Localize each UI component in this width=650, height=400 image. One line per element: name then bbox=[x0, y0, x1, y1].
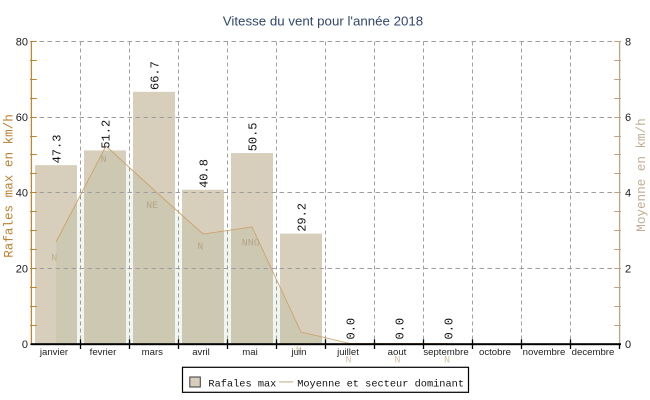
svg-text:0.0: 0.0 bbox=[345, 318, 359, 340]
svg-text:0.0: 0.0 bbox=[443, 318, 457, 340]
svg-text:N: N bbox=[345, 356, 351, 367]
svg-text:2: 2 bbox=[625, 263, 631, 275]
svg-text:N: N bbox=[444, 356, 450, 367]
svg-text:Rafales max: Rafales max bbox=[208, 379, 276, 391]
svg-text:29.2: 29.2 bbox=[296, 203, 310, 232]
svg-text:NNO: NNO bbox=[242, 238, 260, 249]
svg-text:Moyenne et secteur dominant: Moyenne et secteur dominant bbox=[297, 379, 464, 391]
svg-text:66.7: 66.7 bbox=[149, 61, 163, 90]
svg-text:50.5: 50.5 bbox=[247, 122, 261, 151]
svg-text:0: 0 bbox=[625, 339, 631, 351]
svg-text:N: N bbox=[296, 346, 302, 357]
svg-text:mars: mars bbox=[142, 347, 164, 358]
svg-text:6: 6 bbox=[625, 112, 631, 124]
svg-text:N: N bbox=[197, 242, 203, 253]
svg-text:novembre: novembre bbox=[523, 347, 566, 358]
svg-text:mai: mai bbox=[242, 347, 257, 358]
svg-text:N: N bbox=[101, 155, 107, 166]
svg-text:80: 80 bbox=[16, 37, 28, 49]
svg-text:51.2: 51.2 bbox=[100, 120, 114, 149]
svg-text:40: 40 bbox=[16, 188, 28, 200]
svg-text:47.3: 47.3 bbox=[51, 135, 65, 164]
svg-text:N: N bbox=[394, 356, 400, 367]
svg-text:NE: NE bbox=[146, 201, 158, 212]
svg-text:4: 4 bbox=[625, 188, 631, 200]
svg-text:Vitesse du vent pour l'année 2: Vitesse du vent pour l'année 2018 bbox=[223, 14, 423, 29]
svg-text:0: 0 bbox=[22, 339, 28, 351]
svg-text:avril: avril bbox=[192, 347, 210, 358]
svg-text:octobre: octobre bbox=[479, 347, 511, 358]
svg-text:60: 60 bbox=[16, 112, 28, 124]
svg-text:40.8: 40.8 bbox=[198, 159, 212, 188]
svg-text:N: N bbox=[51, 254, 57, 265]
svg-text:juillet: juillet bbox=[336, 347, 359, 358]
svg-text:0.0: 0.0 bbox=[394, 318, 408, 340]
svg-text:fevrier: fevrier bbox=[90, 347, 117, 358]
svg-text:decembre: decembre bbox=[572, 347, 615, 358]
svg-text:8: 8 bbox=[625, 37, 631, 49]
svg-text:Moyenne en km/h: Moyenne en km/h bbox=[635, 118, 649, 231]
svg-text:juin: juin bbox=[291, 347, 307, 358]
svg-text:aout: aout bbox=[388, 347, 407, 358]
svg-text:janvier: janvier bbox=[39, 347, 69, 358]
svg-text:septembre: septembre bbox=[423, 347, 468, 358]
svg-text:20: 20 bbox=[16, 263, 28, 275]
svg-text:Rafales max en km/h: Rafales max en km/h bbox=[3, 114, 17, 258]
